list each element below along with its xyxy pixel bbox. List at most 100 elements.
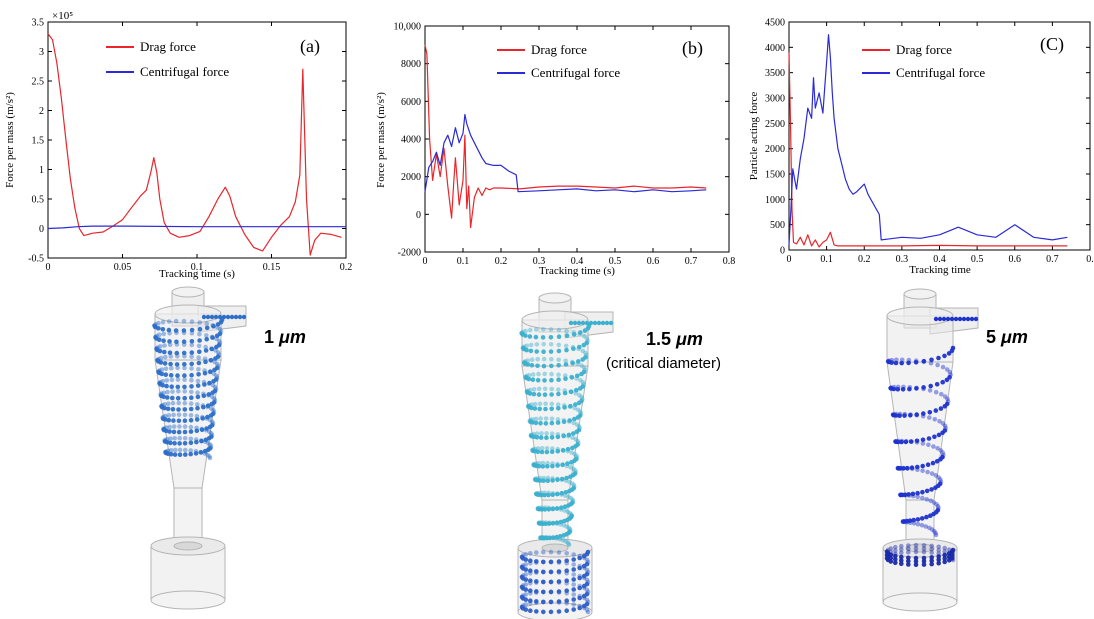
particle-dot <box>914 438 920 444</box>
particle-dot <box>548 579 554 585</box>
series-lines <box>788 34 1068 248</box>
particle-dot <box>208 406 214 411</box>
particle-dot <box>539 431 544 436</box>
particle-dot <box>573 402 578 407</box>
particle-dot <box>166 327 172 333</box>
particle-dot <box>898 465 903 471</box>
particle-dot <box>533 327 539 332</box>
particle-dot <box>544 535 550 540</box>
particle-dot <box>572 320 578 326</box>
particle-dot <box>193 437 199 442</box>
x-axis-label: Tracking time (s) <box>539 265 615 277</box>
particle-dot <box>189 366 194 371</box>
particle-dot <box>156 356 161 362</box>
particle-dot <box>550 478 555 483</box>
y-axis-label: Particle acting force <box>748 92 760 181</box>
particle-dot <box>200 416 205 421</box>
particle-dot <box>555 432 561 437</box>
particle-dot <box>908 412 913 417</box>
particle-dot <box>212 367 217 373</box>
particle-dot <box>546 521 552 526</box>
particle-dot <box>953 316 959 322</box>
particle-dot <box>535 377 541 383</box>
particle-dot <box>189 372 194 378</box>
particle-dot <box>563 373 568 378</box>
particle-dot <box>899 561 904 567</box>
particle-dot <box>175 373 180 378</box>
particle-dot <box>189 319 195 324</box>
particle-dot <box>177 441 182 446</box>
particle-dot <box>555 463 560 468</box>
particle-dot <box>544 446 550 451</box>
particle-dot <box>207 369 213 375</box>
particle-dot <box>206 392 212 397</box>
particle-dot <box>574 453 579 459</box>
particle-dot <box>550 520 556 526</box>
particle-dot <box>564 558 569 563</box>
particle-dot <box>188 429 194 434</box>
hopper-neck <box>905 543 935 553</box>
particle-dot <box>189 389 194 395</box>
particle-dot <box>543 406 548 412</box>
particle-dot <box>171 418 176 423</box>
particle-dot <box>561 433 566 439</box>
particle-dot <box>202 370 208 376</box>
particle-dot <box>580 357 585 362</box>
particle-dot <box>920 495 925 501</box>
particle-dot <box>904 465 910 471</box>
particle-dot <box>930 460 936 466</box>
particle-dot <box>944 367 950 372</box>
particle-dot <box>213 356 218 361</box>
particle-dot <box>895 387 901 392</box>
x-tick-label: 0.8 <box>723 256 736 267</box>
panel-label: (C) <box>1040 34 1064 55</box>
particle-dot <box>568 320 574 326</box>
particle-dot <box>928 383 933 389</box>
particle-dot <box>571 597 576 602</box>
ticks: 0 0.1 0.2 0.3 0.4 0.5 0.6 0.7 0. 0 500 1000 1500 2000… <box>765 18 1094 266</box>
particle-dot <box>557 537 563 542</box>
particle-dot <box>182 365 187 371</box>
particle-dot <box>921 359 927 365</box>
particle-dot <box>559 505 564 511</box>
particle-dot <box>182 418 188 424</box>
particle-dot <box>152 323 157 329</box>
particle-dot <box>891 384 897 390</box>
y-tick-label: 3 <box>39 47 44 58</box>
particle-dot <box>181 328 187 333</box>
particle-dot <box>904 438 909 444</box>
particle-dot <box>203 427 209 433</box>
particle-dot <box>206 381 212 386</box>
hopper-bottom <box>150 590 226 610</box>
particle-dot <box>199 427 205 433</box>
y-tick-label: 1.5 <box>32 136 45 147</box>
particle-dot <box>942 423 948 429</box>
particle-dot <box>535 363 540 369</box>
particle-dot <box>519 584 525 590</box>
particle-dot <box>579 363 584 368</box>
particle-dot <box>886 358 892 364</box>
particle-dot <box>556 609 562 614</box>
particle-dot <box>895 465 901 471</box>
particle-dot <box>210 419 215 425</box>
particle-dot <box>582 328 588 333</box>
particle-dot <box>576 424 582 429</box>
particle-dot <box>884 549 890 554</box>
particle-dot <box>907 386 912 392</box>
particle-dot <box>910 466 915 472</box>
particle-dot <box>520 583 526 588</box>
particle-dot <box>202 368 207 373</box>
particle-dot <box>929 550 934 555</box>
particle-dot <box>928 360 934 366</box>
particle-dot <box>933 473 939 478</box>
particle-dot <box>555 461 560 467</box>
particle-dot <box>555 417 561 422</box>
particle-dot <box>920 413 926 419</box>
particle-dot <box>527 327 533 333</box>
particle-dot <box>162 439 168 444</box>
particle-dot <box>159 393 164 399</box>
particle-label-5: 5 μm <box>986 327 1028 347</box>
particle-dot <box>532 461 537 467</box>
particle-dot <box>891 412 897 417</box>
particle-dot <box>534 570 539 575</box>
